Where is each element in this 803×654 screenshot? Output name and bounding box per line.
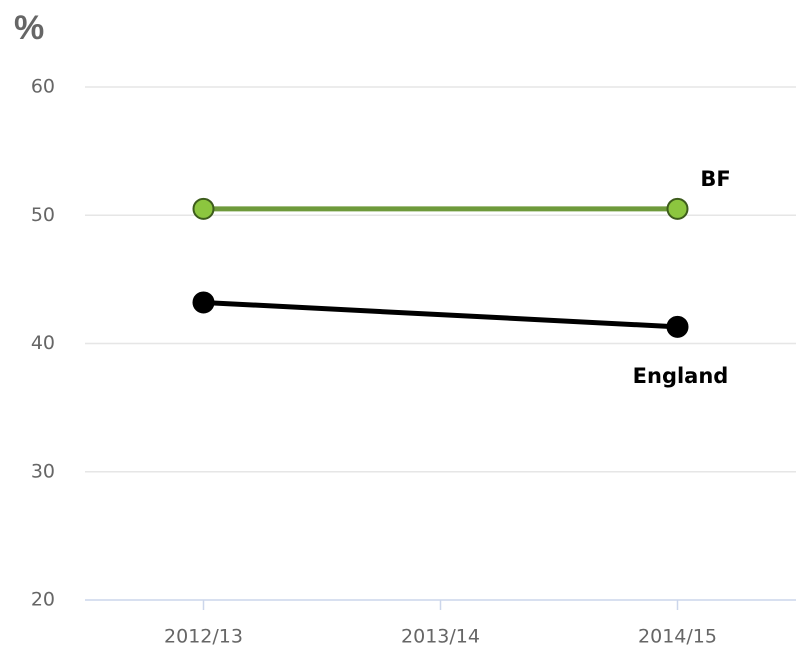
marker	[192, 197, 215, 220]
y-tick-label: 60	[31, 76, 55, 98]
marker	[192, 291, 215, 314]
x-tick-label: 2014/15	[638, 626, 717, 648]
y-tick-label: 20	[31, 589, 55, 611]
x-tick-label: 2012/13	[164, 626, 243, 648]
marker	[666, 315, 689, 338]
y-axis-label: %	[14, 9, 44, 47]
series-line	[203, 299, 678, 330]
series-label: England	[633, 364, 729, 388]
y-tick-label: 30	[31, 460, 55, 482]
y-tick-label: 50	[31, 204, 55, 226]
series-label: BF	[700, 167, 730, 191]
marker	[666, 197, 689, 220]
x-tick-label: 2013/14	[401, 626, 480, 648]
y-tick-label: 40	[31, 332, 55, 354]
